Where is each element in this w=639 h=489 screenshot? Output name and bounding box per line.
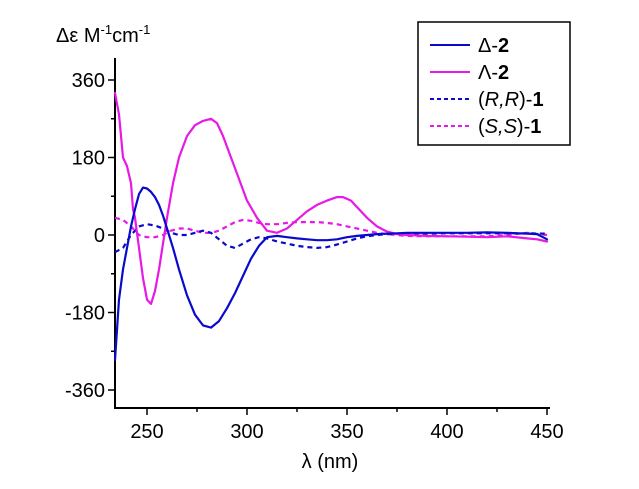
legend-label-compound: 2 (498, 62, 509, 84)
series-layer (113, 91, 549, 361)
y-tick-label: 360 (72, 70, 105, 92)
x-tick-label: 350 (330, 421, 363, 443)
legend-label-compound: 1 (532, 89, 543, 111)
y-tick-label: 180 (72, 148, 105, 170)
x-tick-label: 450 (530, 421, 563, 443)
legend-label: Λ-2 (478, 62, 509, 84)
legend-paren-close: )- (517, 116, 530, 138)
x-tick-label: 400 (430, 421, 463, 443)
x-axis-title: λ (nm) (302, 451, 359, 473)
x-tick-label: 250 (130, 421, 163, 443)
legend-label-compound: 1 (530, 116, 541, 138)
y-axis-title-sup1: -1 (101, 22, 113, 37)
legend-paren-open: ( (478, 116, 485, 138)
legend-paren-close: )- (519, 89, 532, 111)
y-tick-label: -360 (65, 380, 105, 402)
y-axis-title-base: Δε M (56, 25, 101, 47)
series-line-s-s-1-dashed (114, 216, 548, 239)
legend-box (417, 21, 571, 146)
y-tick-label: 0 (94, 225, 105, 247)
legend: Δ-2Λ-2(R,R)-1(S,S)-1 (417, 21, 571, 146)
y-axis-title-sup2: -1 (139, 22, 151, 37)
x-tick-label: 300 (230, 421, 263, 443)
legend-label-config: R,R (485, 89, 519, 111)
legend-label: (R,R)-1 (478, 89, 544, 111)
series-line-2 (113, 186, 549, 361)
legend-label-config: S,S (485, 116, 518, 138)
series-line-2 (113, 91, 549, 305)
y-tick-label: -180 (65, 303, 105, 325)
y-axis-title: Δε M-1cm-1 (56, 22, 150, 47)
legend-label-prefix: Δ- (478, 35, 498, 57)
legend-label: Δ-2 (478, 35, 509, 57)
axes: 360 180 0 -180 -360 250 300 350 400 450 (65, 58, 564, 443)
legend-label-prefix: Λ- (478, 62, 498, 84)
legend-paren-open: ( (478, 89, 485, 111)
legend-label: (S,S)-1 (478, 116, 541, 138)
y-axis-title-mid: cm (112, 25, 139, 47)
legend-label-compound: 2 (498, 35, 509, 57)
